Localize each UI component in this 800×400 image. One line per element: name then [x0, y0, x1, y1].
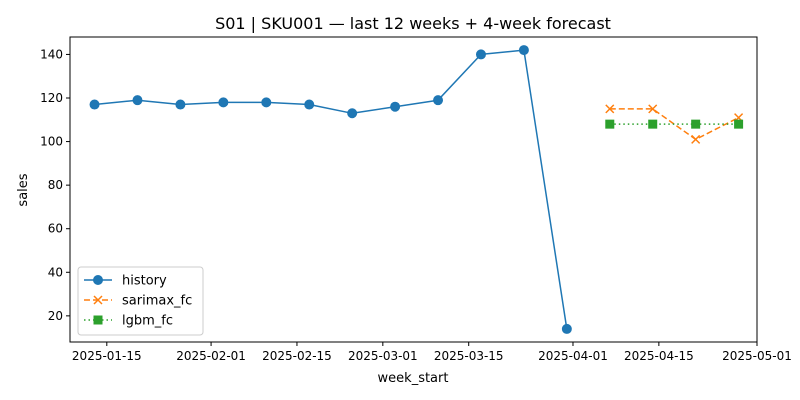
x-tick-label: 2025-02-15	[262, 349, 332, 363]
legend-items: history sarimax_fc lgbm_fc	[84, 274, 192, 329]
legend-swatch-marker	[93, 275, 103, 285]
data-point	[605, 119, 615, 129]
legend-item-sarimax_fc: sarimax_fc	[84, 294, 192, 309]
y-axis-ticks: 20 40 60 80 100 120 140	[40, 47, 70, 323]
series-layer	[89, 45, 744, 334]
y-tick-label: 80	[48, 178, 63, 192]
data-point	[175, 99, 186, 110]
data-point	[561, 323, 572, 334]
y-tick-label: 20	[48, 309, 63, 323]
y-tick-label: 60	[48, 222, 63, 236]
chart-title: S01 | SKU001 — last 12 weeks + 4-week fo…	[215, 14, 611, 33]
y-tick-label: 40	[48, 265, 63, 279]
data-point	[648, 104, 658, 114]
x-tick-label: 2025-05-01	[722, 349, 792, 363]
legend-swatch-marker	[93, 295, 103, 305]
x-tick-label: 2025-02-01	[176, 349, 246, 363]
legend-item-history: history	[84, 274, 167, 289]
x-axis-ticks: 2025-01-15 2025-02-01 2025-02-15 2025-03-01…	[72, 342, 792, 363]
data-point	[691, 119, 701, 129]
plot-frame	[69, 36, 758, 343]
data-point	[605, 104, 615, 114]
series-history	[89, 45, 572, 334]
legend-swatch-marker	[93, 315, 103, 325]
series-lgbm_fc	[605, 119, 744, 129]
data-point	[261, 97, 272, 108]
x-tick-label: 2025-03-15	[434, 349, 504, 363]
data-point	[89, 99, 100, 110]
data-point	[347, 108, 358, 119]
data-point	[691, 134, 701, 144]
legend-label: history	[122, 274, 167, 289]
y-tick-label: 140	[40, 47, 63, 61]
y-axis-label: sales	[16, 173, 31, 206]
data-point	[304, 99, 315, 110]
data-point	[433, 95, 444, 106]
data-point	[475, 49, 486, 60]
series-line-sarimax_fc	[609, 108, 739, 141]
legend-label: sarimax_fc	[122, 294, 192, 309]
x-axis-label: week_start	[378, 371, 449, 386]
legend: history sarimax_fc lgbm_fc	[77, 266, 204, 336]
data-point	[132, 95, 143, 106]
legend-item-lgbm_fc: lgbm_fc	[84, 314, 173, 329]
legend-box	[77, 266, 204, 336]
legend-label: lgbm_fc	[122, 314, 173, 329]
plot-area: 2025-01-15 2025-02-01 2025-02-15 2025-03-01…	[40, 36, 792, 363]
y-tick-label: 120	[40, 91, 63, 105]
series-line-history	[94, 49, 568, 330]
series-sarimax_fc	[605, 104, 744, 144]
data-point	[648, 119, 658, 129]
data-point	[218, 97, 229, 108]
x-tick-label: 2025-01-15	[72, 349, 142, 363]
data-point	[734, 119, 744, 129]
data-point	[390, 101, 401, 112]
data-point	[518, 45, 529, 56]
x-tick-label: 2025-04-01	[538, 349, 608, 363]
x-tick-label: 2025-03-01	[348, 349, 418, 363]
x-tick-label: 2025-04-15	[624, 349, 694, 363]
y-tick-label: 100	[40, 135, 63, 149]
